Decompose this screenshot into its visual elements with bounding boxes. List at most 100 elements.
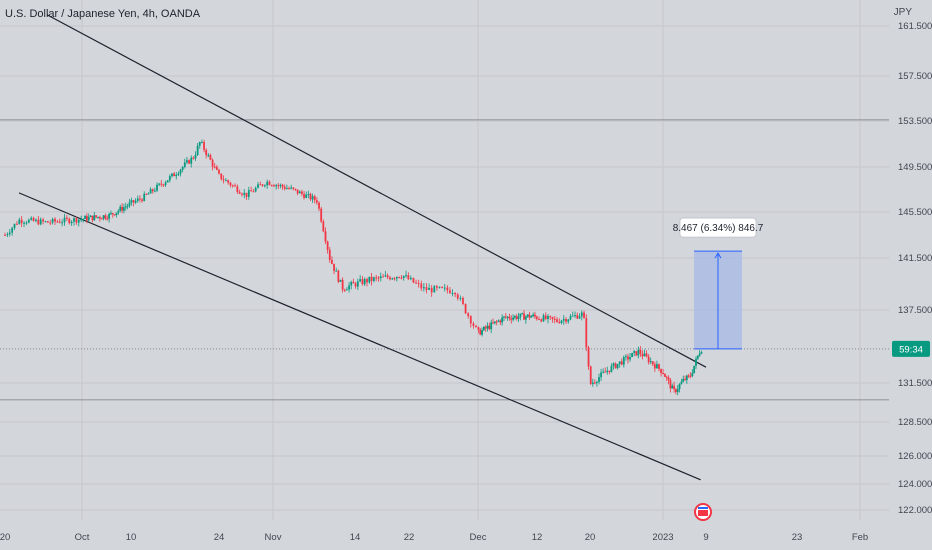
candle-body [488,325,491,330]
candle-body [326,241,329,250]
candle-body [352,281,355,284]
candle-body [151,189,154,192]
candle-body [673,385,675,390]
candle-body [493,321,496,324]
candle-body [91,215,94,221]
candle-body [108,213,111,219]
candle-body [343,289,346,291]
symbol-title[interactable]: U.S. Dollar / Japanese Yen, 4h, OANDA [5,8,201,20]
candle-body [268,181,271,186]
candle-body [526,314,529,317]
candle-body [637,349,640,356]
candle-body [430,287,433,293]
candle-body [205,149,208,156]
candle-body [241,193,243,195]
grid-lines [0,0,889,520]
candle-body [519,313,522,317]
candle-body [313,196,316,201]
candle-body [382,276,384,278]
candle-body [622,357,625,365]
channel-line[interactable] [18,192,701,481]
candle-body [472,323,475,326]
time-axis[interactable]: 20 Oct 10 24 Nov 14 22 Dec 12 20 2023 9 23 Feb [0,532,868,543]
candle-body [689,375,692,377]
candle-body [27,219,30,223]
channel-trend-lines[interactable] [18,14,707,481]
candle-body [483,326,485,331]
candle-body [98,216,101,219]
candle-body [104,215,107,219]
candle-body [499,320,502,323]
candle-body [651,361,654,365]
candle-body [215,166,218,170]
candle-body [503,316,505,318]
candle-body [4,235,6,236]
time-tick-label: Feb [852,532,868,543]
candle-body [391,278,394,280]
candle-body [18,219,21,224]
candle-body [375,277,378,279]
candle-body [201,142,203,143]
candle-body [462,297,464,304]
candle-body [139,198,141,200]
candle-body [479,329,482,335]
candle-body [102,215,105,219]
candle-body [656,364,658,369]
candlestick-series [4,139,703,396]
candle-body [245,192,248,197]
candle-body [540,319,543,322]
price-tick-label: 126.000 [898,451,932,462]
candle-body [675,389,677,393]
candle-body [524,316,527,320]
candle-body [624,356,627,358]
candle-body [281,184,284,187]
candle-body [63,217,66,223]
candle-body [593,382,596,384]
price-axis[interactable]: 161.500 157.500 153.500 149.500 145.500 141.5… [892,21,932,516]
candle-body [549,316,552,318]
candle-body [273,185,275,187]
candle-body [398,276,401,278]
candle-body [196,145,199,155]
candle-body [620,361,623,365]
candle-body [309,193,312,200]
candle-body [370,276,373,281]
candle-body [589,366,592,384]
candle-body [37,219,40,225]
candle-body [446,287,449,291]
candle-body [318,202,320,209]
candle-body [490,322,493,330]
candle-body [322,221,325,232]
candle-body [602,371,605,373]
time-tick-label: 20 [0,532,10,543]
candle-body [400,277,403,279]
candle-body [56,221,59,223]
candle-body [54,218,56,222]
candle-body [567,319,570,322]
price-tick-label: 141.500 [898,253,932,264]
candle-body [612,363,615,366]
price-range-measure[interactable]: 8.467 (6.34%) 846.7 [673,217,764,350]
candle-body [124,206,127,208]
candle-body [454,293,457,295]
candle-body [224,180,227,182]
candle-body [459,297,462,299]
channel-line[interactable] [46,14,707,368]
candle-body [58,221,61,223]
candle-body [422,287,425,289]
candle-body [532,314,535,317]
economic-event-marker[interactable] [694,503,712,521]
candle-body [393,278,396,280]
candle-body [504,316,507,318]
candle-body [123,207,125,211]
candle-body [495,321,498,323]
time-tick-label: Nov [265,532,282,543]
candle-body [671,385,674,389]
candle-body [433,286,436,293]
candle-body [290,187,293,189]
candle-body [451,293,454,295]
candle-body [574,315,576,317]
candle-body [676,388,679,393]
candle-body [46,221,49,223]
